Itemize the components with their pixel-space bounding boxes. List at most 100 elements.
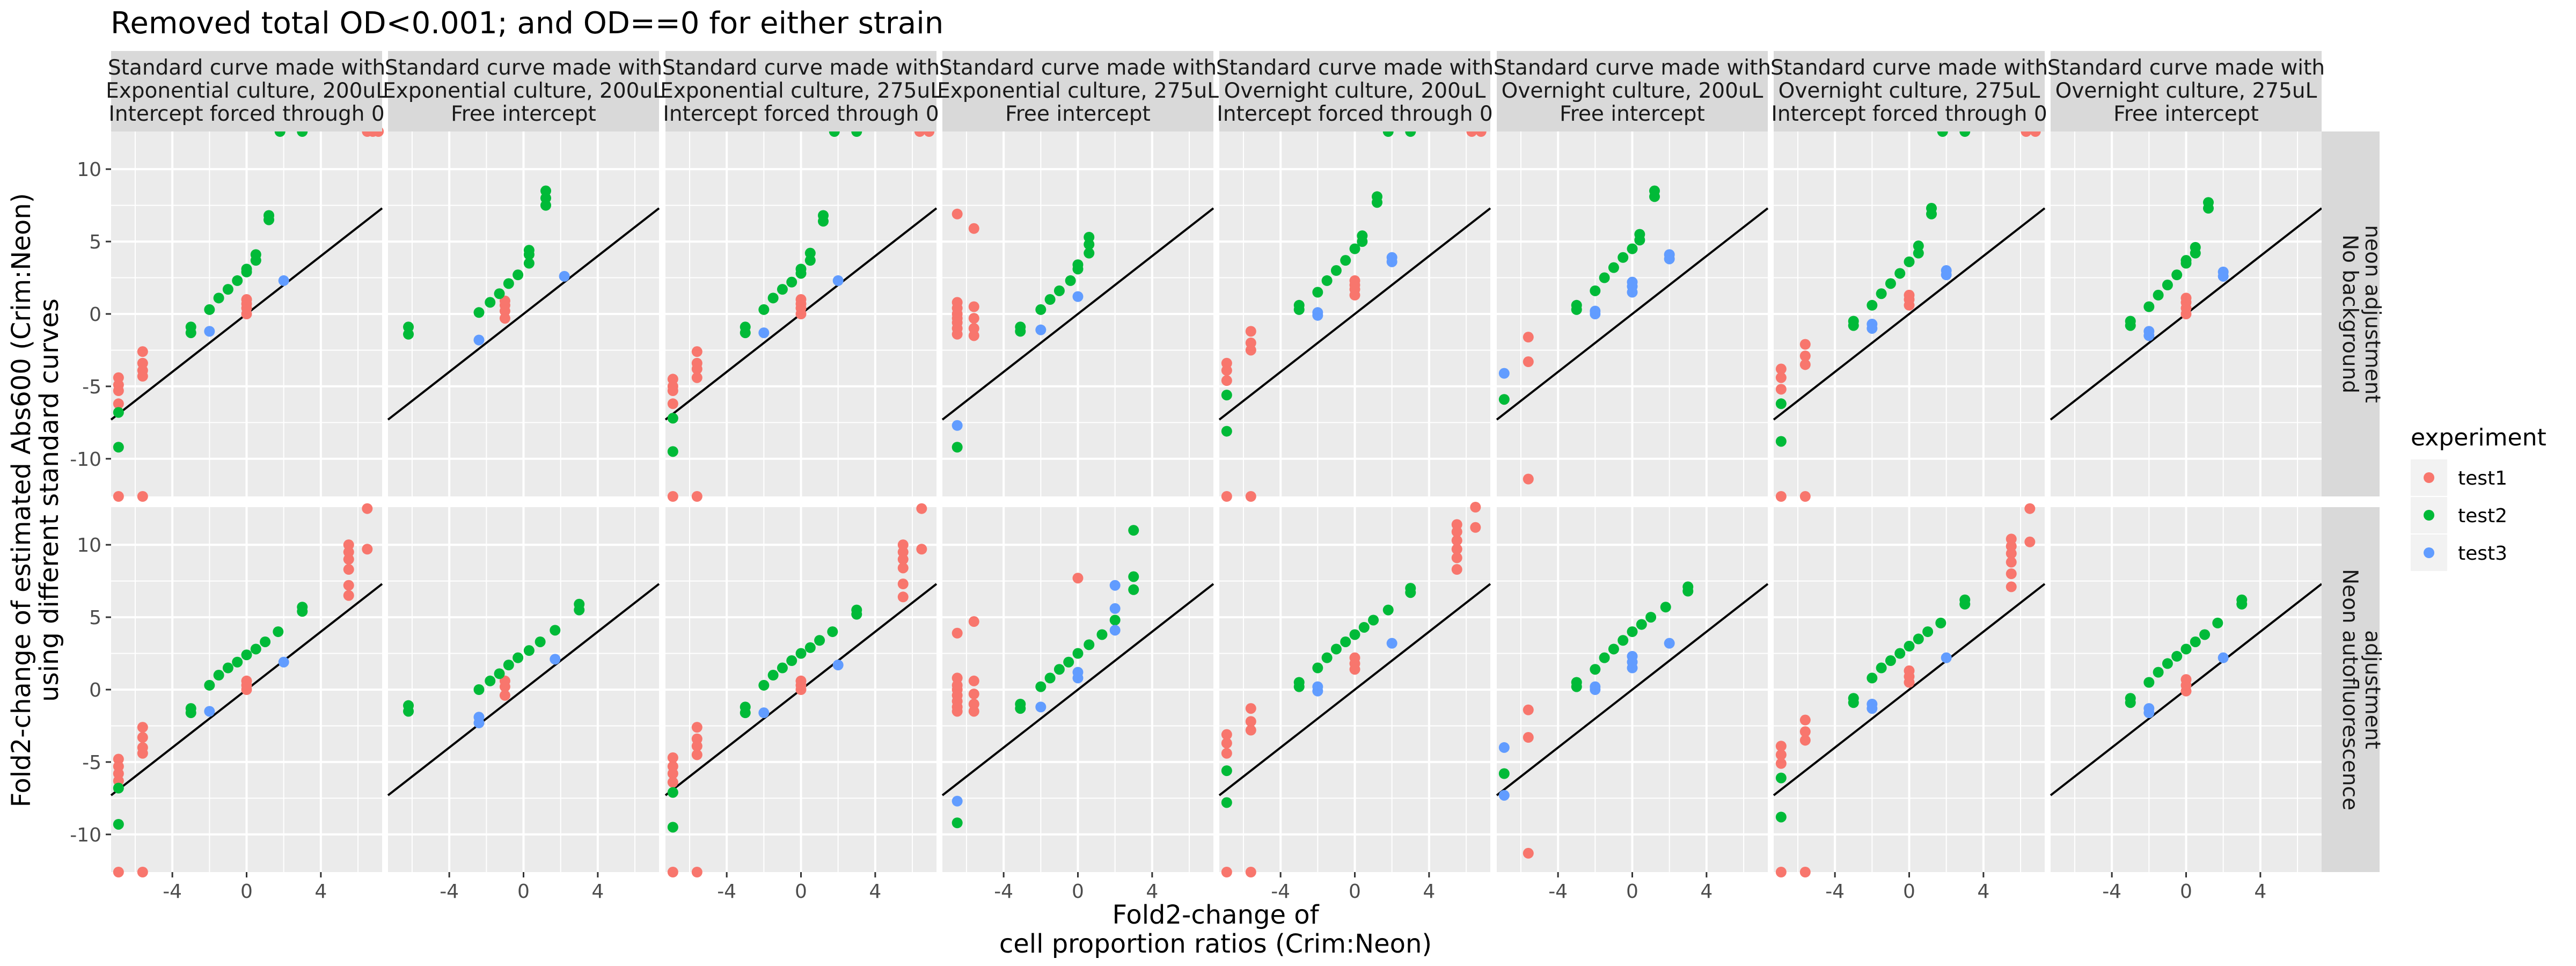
point-test1 bbox=[897, 539, 909, 551]
column-strip-label: Standard curve made with bbox=[1770, 56, 2048, 80]
strip-background bbox=[1219, 51, 1490, 131]
x-tick-label: 4 bbox=[1700, 881, 1713, 903]
point-test2 bbox=[1885, 655, 1896, 667]
x-tick-label: -4 bbox=[2102, 881, 2121, 903]
point-test1 bbox=[2180, 674, 2192, 685]
point-test1 bbox=[343, 539, 354, 551]
point-test2 bbox=[1775, 436, 1787, 447]
point-test3 bbox=[473, 718, 485, 729]
point-test3 bbox=[1941, 652, 1952, 663]
point-test1 bbox=[691, 867, 702, 877]
column-strip-label: Free intercept bbox=[451, 102, 596, 126]
point-test1 bbox=[2006, 533, 2017, 545]
point-test2 bbox=[767, 292, 779, 304]
point-test2 bbox=[1084, 231, 1095, 243]
point-test1 bbox=[1245, 724, 1256, 736]
point-test2 bbox=[273, 626, 284, 638]
point-test2 bbox=[1330, 265, 1342, 276]
point-test2 bbox=[2199, 629, 2211, 640]
x-tick-label: -4 bbox=[1548, 881, 1568, 903]
point-test2 bbox=[1571, 677, 1582, 688]
point-test1 bbox=[113, 385, 124, 397]
identity-line bbox=[387, 583, 660, 796]
point-test3 bbox=[1072, 291, 1084, 302]
y-tick-label: 5 bbox=[89, 231, 101, 253]
x-tick-label: 0 bbox=[1903, 881, 1915, 903]
strip-background bbox=[1774, 51, 2045, 131]
point-test1 bbox=[2006, 568, 2017, 580]
panel-r2-c8 bbox=[2050, 507, 2323, 872]
x-tick-label: -4 bbox=[1825, 881, 1845, 903]
x-tick-label: 4 bbox=[2254, 881, 2266, 903]
point-test2 bbox=[222, 284, 233, 295]
point-test2 bbox=[574, 598, 585, 610]
point-test1 bbox=[1904, 289, 1915, 301]
point-test1 bbox=[2024, 503, 2036, 514]
point-test1 bbox=[1245, 326, 1256, 337]
point-test1 bbox=[667, 867, 678, 877]
point-test2 bbox=[241, 264, 252, 275]
point-test2 bbox=[1330, 643, 1342, 655]
point-test3 bbox=[1035, 324, 1046, 335]
panel-r1-c7 bbox=[1773, 126, 2046, 502]
point-test2 bbox=[1044, 294, 1056, 305]
point-test3 bbox=[1386, 638, 1397, 649]
column-strip-label: Overnight culture, 275uL bbox=[1779, 79, 2040, 103]
point-test2 bbox=[1293, 677, 1305, 688]
point-test2 bbox=[232, 275, 243, 286]
column-strip-label: Exponential culture, 275uL bbox=[937, 79, 1219, 103]
point-test1 bbox=[1221, 491, 1232, 502]
point-test2 bbox=[1065, 275, 1076, 286]
point-test1 bbox=[968, 301, 979, 312]
point-test2 bbox=[1221, 390, 1232, 401]
point-test1 bbox=[916, 544, 927, 555]
point-test1 bbox=[691, 491, 702, 502]
point-test2 bbox=[2190, 241, 2201, 253]
point-test3 bbox=[1035, 701, 1046, 713]
point-test2 bbox=[204, 679, 215, 691]
column-strip-label: Overnight culture, 275uL bbox=[2055, 79, 2317, 103]
point-test1 bbox=[1775, 749, 1787, 760]
panel-r1-c4 bbox=[941, 131, 1214, 496]
point-test2 bbox=[795, 264, 807, 275]
point-test1 bbox=[1775, 384, 1787, 395]
point-test2 bbox=[1682, 581, 1694, 592]
point-test3 bbox=[832, 660, 844, 671]
point-test1 bbox=[1799, 339, 1811, 350]
x-tick-label: 0 bbox=[240, 881, 253, 903]
point-test2 bbox=[2180, 255, 2192, 266]
x-tick-label: -4 bbox=[717, 881, 736, 903]
x-tick-label: 0 bbox=[795, 881, 807, 903]
panel-r2-c4 bbox=[941, 507, 1214, 872]
point-test2 bbox=[485, 297, 496, 308]
legend-marker-test1 bbox=[2424, 472, 2434, 483]
point-test1 bbox=[1775, 372, 1787, 383]
point-test1 bbox=[1221, 365, 1232, 376]
identity-line bbox=[1773, 583, 2046, 796]
y-tick-label: 5 bbox=[89, 607, 101, 629]
point-test2 bbox=[818, 210, 829, 221]
x-tick-label: -4 bbox=[994, 881, 1013, 903]
point-test2 bbox=[1015, 703, 1026, 714]
column-strip-label: Intercept forced through 0 bbox=[1771, 102, 2047, 126]
point-test1 bbox=[1221, 375, 1232, 386]
point-test1 bbox=[499, 313, 510, 324]
point-test1 bbox=[1904, 665, 1915, 676]
column-strip-label: Exponential culture, 200uL bbox=[383, 79, 664, 103]
point-test2 bbox=[1084, 639, 1095, 650]
point-test1 bbox=[691, 346, 702, 357]
point-test3 bbox=[278, 656, 289, 668]
point-test2 bbox=[185, 327, 196, 339]
point-test2 bbox=[1358, 621, 1370, 633]
y-tick-label: -5 bbox=[82, 376, 101, 398]
point-test2 bbox=[523, 645, 535, 656]
x-tick-label: 4 bbox=[314, 881, 327, 903]
point-test2 bbox=[1876, 662, 1887, 674]
point-test2 bbox=[1349, 629, 1360, 640]
point-test3 bbox=[1867, 323, 1878, 334]
point-test2 bbox=[250, 643, 261, 655]
point-test2 bbox=[786, 276, 797, 288]
point-test2 bbox=[952, 817, 963, 829]
point-test2 bbox=[1599, 652, 1610, 663]
identity-line bbox=[1496, 207, 1769, 421]
